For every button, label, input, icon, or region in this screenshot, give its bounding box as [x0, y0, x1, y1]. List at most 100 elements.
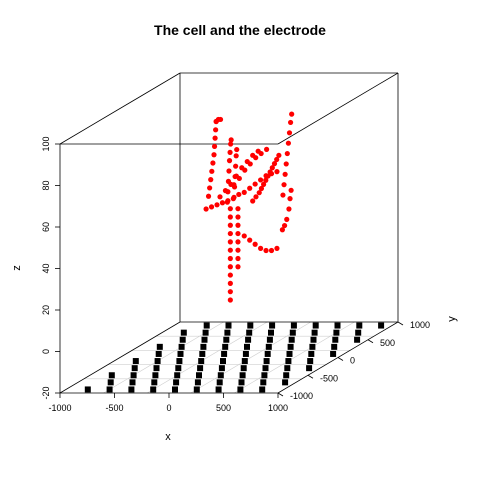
electrode-point [174, 372, 180, 378]
electrode-point [222, 344, 228, 350]
cell-point [235, 256, 240, 261]
cell-point [211, 152, 216, 157]
electrode-point [291, 323, 297, 329]
electrode-point [268, 330, 274, 336]
cell-point [274, 169, 279, 174]
cell-point [227, 158, 232, 163]
electrode-point [130, 379, 136, 385]
electrode-point [197, 365, 203, 371]
cell-point [228, 272, 233, 277]
cell-point [213, 127, 218, 132]
y-tick-label: -500 [320, 373, 338, 383]
cell-point [235, 206, 240, 211]
cell-point [214, 202, 219, 207]
electrode-point [221, 351, 227, 357]
cell-point [234, 153, 239, 158]
electrode-point [203, 330, 209, 336]
electrode-point [282, 379, 288, 385]
electrode-point [378, 323, 384, 329]
cell-point [283, 172, 288, 177]
cell-point [232, 184, 237, 189]
electrode-point [178, 351, 184, 357]
cell-point [284, 161, 289, 166]
electrode-point [202, 337, 208, 343]
electrode-point [216, 386, 222, 392]
cell-point [287, 196, 292, 201]
z-tick-label: -20 [41, 386, 51, 399]
electrode-point [224, 330, 230, 336]
cell-point [212, 136, 217, 141]
electrode-point [313, 323, 319, 329]
cell-point [228, 289, 233, 294]
electrode-point [240, 372, 246, 378]
electrode-point [354, 337, 360, 343]
y-tick-mark [368, 340, 373, 343]
cell-point [284, 217, 289, 222]
y-tick-mark [338, 358, 343, 361]
z-axis-label: z [11, 265, 23, 271]
electrode-point [263, 365, 269, 371]
cell-point [282, 223, 287, 228]
cell-point [227, 150, 232, 155]
cell-point [228, 206, 233, 211]
z-tick-label: 40 [41, 263, 51, 273]
x-tick-label: 500 [216, 403, 231, 413]
cell-point [226, 168, 231, 173]
cell-point [225, 200, 230, 205]
box-edge [60, 322, 180, 393]
cell-point [235, 264, 240, 269]
cell-point [247, 186, 252, 191]
cell-point [250, 198, 255, 203]
electrode-point [287, 351, 293, 357]
cell-point [264, 147, 269, 152]
cell-point [259, 151, 264, 156]
electrode-point [312, 330, 318, 336]
electrode-point [219, 365, 225, 371]
electrode-point [194, 386, 200, 392]
cell-point [247, 238, 252, 243]
electrode-point [259, 386, 265, 392]
electrode-point [154, 365, 160, 371]
electrode-point [175, 365, 181, 371]
x-tick-label: -500 [105, 403, 123, 413]
y-tick-mark [308, 375, 313, 378]
z-tick-label: 60 [41, 222, 51, 232]
electrode-point [200, 344, 206, 350]
electrode-point [307, 358, 313, 364]
electrode-point [332, 337, 338, 343]
cell-point [220, 200, 225, 205]
electrode-point [289, 337, 295, 343]
y-tick-mark [398, 322, 403, 325]
cell-point [234, 147, 239, 152]
cell-point [281, 182, 286, 187]
cell-point [209, 204, 214, 209]
y-tick-label: -1000 [290, 391, 313, 401]
electrode-point [204, 323, 210, 329]
electrode-point [220, 358, 226, 364]
cell-point [274, 246, 279, 251]
electrode-point [180, 337, 186, 343]
electrode-point [246, 330, 252, 336]
x-tick-label: 1000 [268, 403, 288, 413]
electrode-point [243, 351, 249, 357]
electrode-point [241, 365, 247, 371]
electrode-point [107, 386, 113, 392]
cell-point [286, 206, 291, 211]
electrode-point [260, 379, 266, 385]
electrode-point [195, 379, 201, 385]
electrode-points [85, 323, 384, 393]
cell-point [228, 281, 233, 286]
z-tick-label: 80 [41, 180, 51, 190]
electrode-point [244, 344, 250, 350]
electrode-point [356, 323, 362, 329]
electrode-point [333, 330, 339, 336]
z-tick-label: 20 [41, 305, 51, 315]
electrode-point [173, 379, 179, 385]
electrode-point [157, 344, 163, 350]
cell-point [228, 248, 233, 253]
cell-point [258, 177, 263, 182]
cell-point [207, 185, 212, 190]
electrode-point [311, 337, 317, 343]
cell-point [236, 192, 241, 197]
cell-point [253, 181, 258, 186]
